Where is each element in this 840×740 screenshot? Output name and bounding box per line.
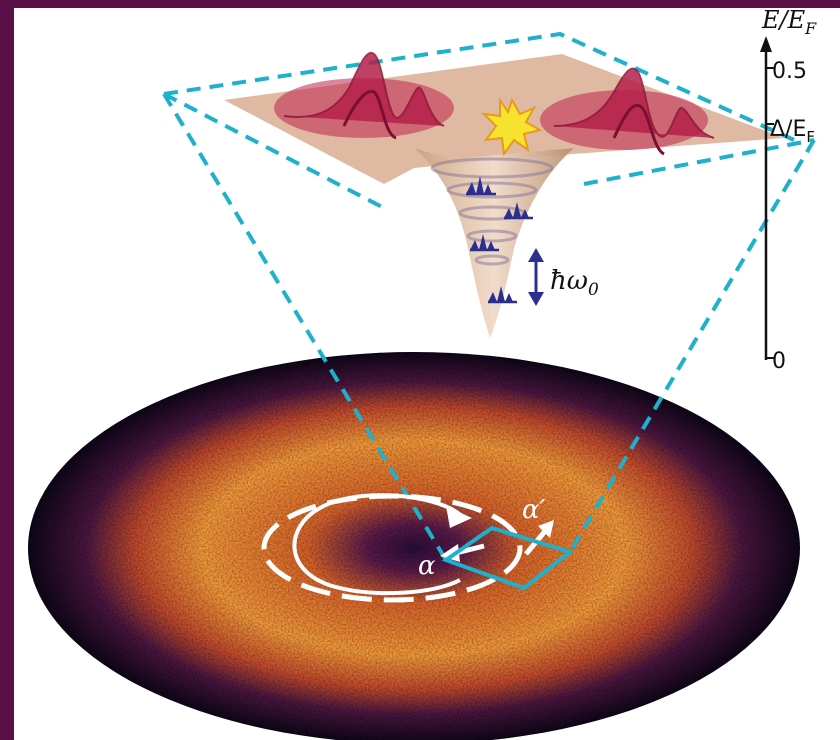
phonon-wavelet bbox=[466, 176, 492, 194]
alpha-label: α bbox=[418, 551, 436, 581]
double-arrow-icon bbox=[528, 248, 544, 306]
projection-line-right bbox=[568, 138, 816, 554]
star-burst-icon bbox=[481, 96, 543, 157]
axis-title: E/EF bbox=[761, 8, 817, 38]
inner-circle-arc bbox=[292, 493, 464, 596]
projection-square bbox=[441, 525, 575, 591]
phonon-energy-label: ħω0 bbox=[550, 266, 599, 300]
potential-well bbox=[414, 148, 574, 338]
tick-label-zero: 0 bbox=[772, 349, 786, 374]
tick-label-gap: Δ/EF bbox=[770, 117, 815, 146]
wavepacket-right bbox=[540, 67, 715, 156]
frame-right-edge bbox=[583, 138, 815, 186]
frame-left-edge bbox=[163, 92, 385, 210]
phonon-wavelet bbox=[504, 202, 529, 218]
cloud-noise bbox=[28, 352, 800, 740]
phonon-wavelet bbox=[488, 286, 513, 302]
frame-top-edge bbox=[163, 31, 795, 142]
circular-arrow-icon bbox=[261, 493, 523, 603]
phonon-wavelet bbox=[470, 234, 495, 250]
phonon-wavelets bbox=[466, 176, 533, 304]
diagram: ħω0 E/EF 0.5 Δ/EF 0 α α′ bbox=[28, 8, 817, 740]
figure-canvas: ħω0 E/EF 0.5 Δ/EF 0 α α′ bbox=[14, 8, 840, 740]
axis-arrowhead bbox=[760, 36, 772, 52]
tick-label-0-5: 0.5 bbox=[772, 59, 807, 84]
well-rings bbox=[430, 157, 554, 266]
alpha-prime-label: α′ bbox=[522, 495, 546, 525]
atom-cloud bbox=[28, 352, 800, 740]
energy-axis: E/EF 0.5 Δ/EF 0 bbox=[760, 8, 817, 374]
wavepacket-left bbox=[274, 51, 454, 140]
projection-frame bbox=[162, 31, 816, 562]
